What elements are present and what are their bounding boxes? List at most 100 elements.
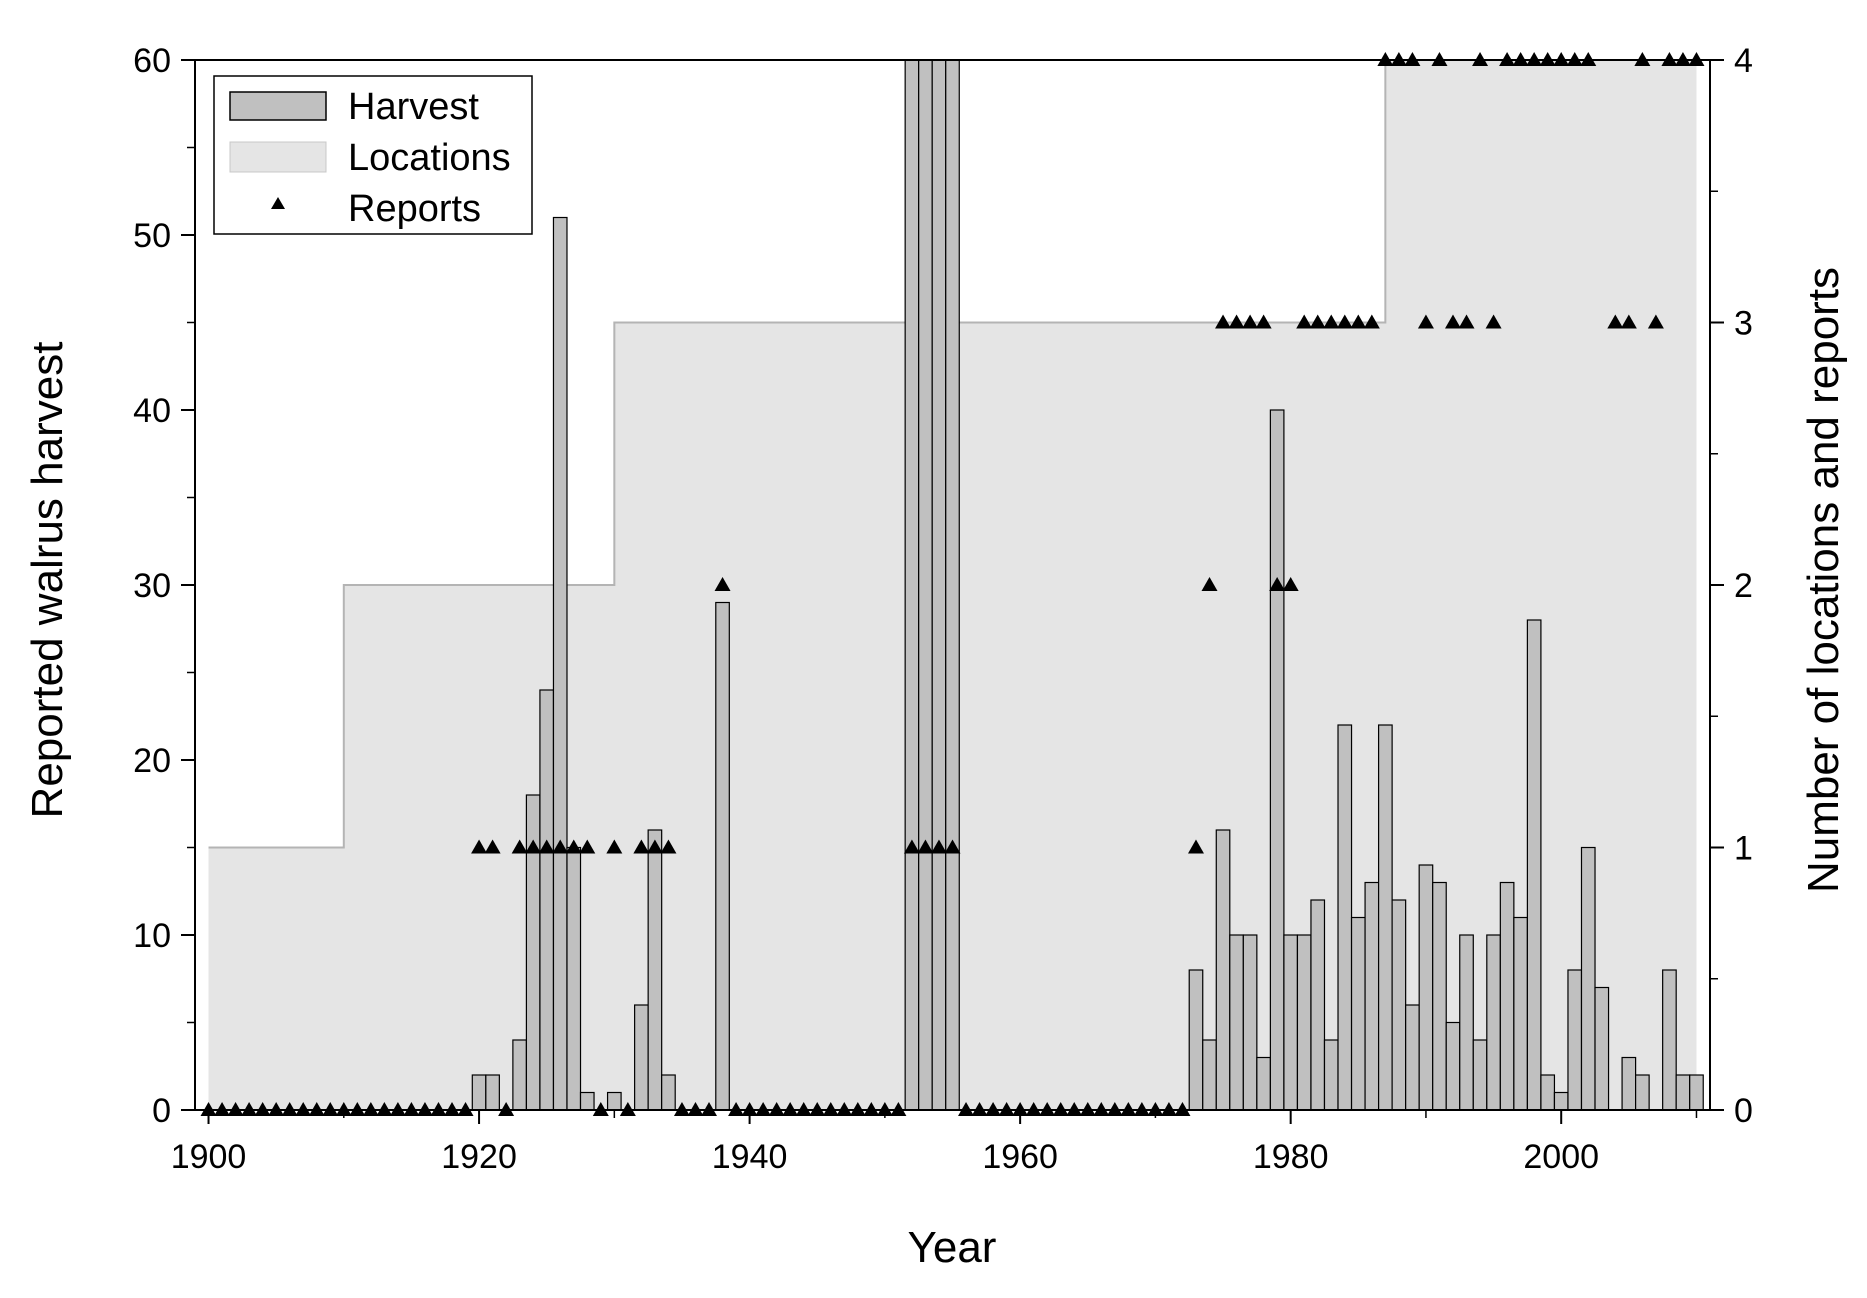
harvest-bar <box>1459 934 1474 1111</box>
x-axis-title: Year <box>908 1223 997 1272</box>
harvest-bar <box>1594 986 1610 1111</box>
harvest-bar <box>1391 899 1407 1111</box>
plot-area <box>200 52 1705 1116</box>
harvest-bar <box>1283 934 1299 1111</box>
report-marker <box>1336 314 1353 329</box>
report-marker <box>1242 314 1259 329</box>
harvest-bar <box>1296 934 1312 1111</box>
report-marker <box>930 839 947 854</box>
legend-label-locations: Locations <box>348 137 511 179</box>
harvest-bar <box>1405 1004 1420 1111</box>
x-tick-label: 1980 <box>1253 1138 1329 1176</box>
report-marker <box>944 839 961 854</box>
harvest-bar <box>1269 409 1285 1111</box>
harvest-bar <box>634 1004 649 1111</box>
harvest-bar <box>1567 969 1583 1111</box>
harvest-bar <box>1432 881 1447 1111</box>
harvest-bar <box>661 1074 676 1111</box>
locations-line <box>208 59 1697 849</box>
harvest-bar <box>1337 724 1353 1111</box>
report-marker <box>484 839 501 854</box>
y2-tick-label: 4 <box>1734 42 1753 80</box>
harvest-bar <box>1215 829 1231 1111</box>
report-marker <box>633 839 650 854</box>
report-marker <box>552 839 569 854</box>
report-marker <box>1215 314 1232 329</box>
y2-tick-label: 0 <box>1734 1092 1753 1130</box>
legend-label-harvest: Harvest <box>348 86 479 128</box>
report-marker <box>471 839 488 854</box>
y-tick-label: 50 <box>133 217 171 255</box>
report-marker <box>1417 314 1434 329</box>
report-marker <box>579 839 596 854</box>
harvest-bar <box>539 689 555 1111</box>
harvest-bar <box>1675 1074 1691 1111</box>
y-axis-title: Reported walrus harvest <box>23 342 72 819</box>
y-tick-label: 0 <box>152 1092 171 1130</box>
harvest-bar <box>647 829 663 1111</box>
y-tick-label: 20 <box>133 742 171 780</box>
x-tick-label: 1900 <box>171 1138 247 1176</box>
y-tick-label: 30 <box>133 567 171 605</box>
harvest-bar <box>579 1091 595 1111</box>
report-marker <box>1309 314 1326 329</box>
report-marker <box>1228 314 1245 329</box>
report-marker <box>660 839 677 854</box>
harvest-bar <box>1256 1056 1271 1111</box>
harvest-bar <box>1540 1074 1556 1111</box>
report-marker <box>903 839 920 854</box>
legend-marker-reports <box>271 197 285 209</box>
harvest-bar <box>1635 1074 1650 1111</box>
harvest-bar <box>945 59 960 1111</box>
report-marker <box>1269 577 1286 591</box>
harvest-bar <box>606 1091 622 1111</box>
y2-tick-label: 3 <box>1734 305 1753 343</box>
report-marker <box>1296 314 1313 329</box>
report-marker <box>538 839 555 854</box>
harvest-bar <box>1310 899 1326 1111</box>
harvest-bar <box>931 59 947 1111</box>
harvest-bar <box>1662 969 1677 1111</box>
report-marker <box>511 839 528 854</box>
y2-tick-label: 1 <box>1734 830 1753 868</box>
report-marker <box>646 839 663 854</box>
harvest-bar <box>1472 1039 1488 1111</box>
y-tick-label: 60 <box>133 42 171 80</box>
report-marker <box>1444 314 1461 329</box>
x-tick-label: 1940 <box>712 1138 788 1176</box>
report-marker <box>1363 314 1380 329</box>
harvest-bar <box>1621 1056 1637 1111</box>
harvest-bar <box>1513 916 1528 1111</box>
legend-swatch-locations <box>229 141 327 173</box>
legend-label-reports: Reports <box>348 188 481 230</box>
y2-axis-title: Number of locations and reports <box>1799 267 1848 893</box>
harvest-bar <box>1486 934 1501 1111</box>
report-marker <box>565 839 582 854</box>
harvest-bar <box>471 1074 487 1111</box>
harvest-bar <box>566 846 582 1111</box>
x-tick-label: 1960 <box>982 1138 1058 1176</box>
report-marker <box>1350 314 1367 329</box>
harvest-bar <box>1188 969 1204 1111</box>
harvest-bar <box>485 1074 500 1111</box>
harvest-bar <box>1229 934 1244 1111</box>
harvest-bar <box>1526 619 1542 1111</box>
report-marker <box>1620 314 1637 329</box>
report-marker <box>1201 577 1218 591</box>
report-marker <box>1485 314 1502 329</box>
report-marker <box>917 839 934 854</box>
harvest-bar <box>1350 916 1366 1111</box>
report-marker <box>1647 314 1664 329</box>
axes: 1900 1920 1940 1960 1980 2000 0 10 20 30 40 50 60 0 1 2… <box>133 42 1753 1176</box>
report-marker <box>1607 314 1624 329</box>
x-tick-label: 1920 <box>441 1138 517 1176</box>
y-tick-label: 10 <box>133 917 171 955</box>
x-tick-label: 2000 <box>1523 1138 1599 1176</box>
report-marker <box>714 577 731 591</box>
harvest-bar <box>512 1039 528 1111</box>
harvest-bar <box>715 601 730 1111</box>
harvest-bar <box>1418 864 1434 1111</box>
report-marker <box>1255 314 1272 329</box>
